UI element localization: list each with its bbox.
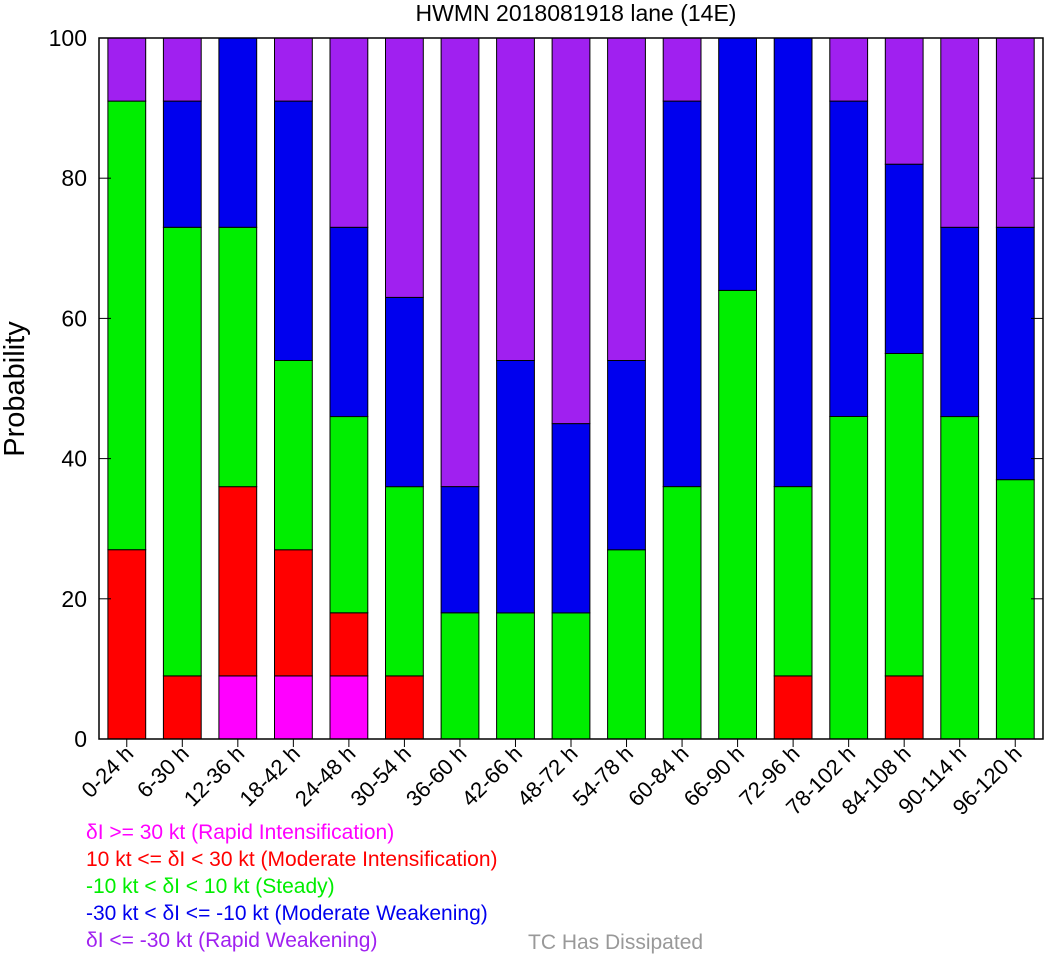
- legend-moderate-weakening: -30 kt < δI <= -10 kt (Moderate Weakenin…: [86, 902, 488, 925]
- bar-segment-3-1: [274, 549, 313, 677]
- bar-segment-14-3: [884, 163, 924, 354]
- bar-segment-4-2: [329, 416, 369, 614]
- bar-segment-13-4: [829, 37, 869, 102]
- bar-segment-14-4: [884, 37, 924, 165]
- chart-title: HWMN 2018081918 lane (14E): [416, 0, 737, 26]
- bar-segment-1-4: [162, 37, 202, 102]
- bar-segment-8-4: [551, 37, 591, 425]
- x-tick-label: 60-84 h: [623, 741, 693, 811]
- legend-steady: -10 kt < δI < 10 kt (Steady): [86, 875, 335, 898]
- bar-segment-4-4: [329, 37, 369, 228]
- x-tick-label: 36-60 h: [401, 741, 471, 811]
- bar-segment-7-2: [496, 612, 535, 740]
- y-axis-label: Probability: [0, 321, 31, 457]
- y-tick-label: 40: [61, 446, 87, 472]
- x-tick-label: 30-54 h: [345, 741, 415, 811]
- bar-segment-2-2: [218, 226, 258, 488]
- bar-segment-0-1: [107, 549, 147, 740]
- bar-segment-9-4: [607, 37, 646, 361]
- bar-segment-16-4: [995, 37, 1035, 228]
- bar-segment-3-4: [274, 37, 313, 102]
- bar-segment-12-2: [773, 486, 813, 677]
- bar-segment-12-1: [773, 675, 813, 740]
- bar-segment-10-4: [662, 37, 702, 102]
- bar-segment-6-3: [440, 486, 480, 614]
- legend-rapid-weakening: δI <= -30 kt (Rapid Weakening): [86, 929, 378, 952]
- bar-segment-5-3: [385, 296, 424, 488]
- bar-segment-3-0: [274, 675, 313, 740]
- bar-segment-7-3: [496, 360, 535, 614]
- bar-segment-16-3: [995, 226, 1035, 481]
- bar-segment-1-2: [162, 226, 202, 677]
- bar-segment-14-1: [884, 675, 924, 740]
- bar-segment-11-3: [718, 37, 758, 291]
- x-tick-label: 42-66 h: [457, 741, 527, 811]
- y-tick-label: 0: [74, 726, 87, 752]
- bar-segment-14-2: [884, 352, 924, 677]
- x-tick-label: 12-36 h: [179, 741, 249, 811]
- legend-tc-dissipated: TC Has Dissipated: [528, 931, 704, 954]
- bar-segment-6-4: [440, 37, 480, 488]
- bar-segment-9-2: [607, 549, 646, 740]
- y-tick-label: 100: [49, 25, 87, 51]
- y-tick-label: 60: [61, 305, 87, 331]
- bar-segment-15-2: [940, 416, 980, 740]
- bar-segment-5-2: [385, 486, 424, 677]
- x-tick-label: 18-42 h: [234, 741, 304, 811]
- bar-segment-4-3: [329, 226, 369, 418]
- bar-segment-2-3: [218, 37, 258, 228]
- x-tick-label: 24-48 h: [290, 741, 360, 811]
- legend-rapid-intensification: δI >= 30 kt (Rapid Intensification): [86, 821, 395, 844]
- bar-segment-8-2: [551, 612, 591, 740]
- bar-segment-1-1: [162, 675, 202, 740]
- bar-segment-0-2: [107, 100, 147, 551]
- bar-segment-1-3: [162, 100, 202, 228]
- bar-segment-13-2: [829, 416, 869, 740]
- bar-segment-6-2: [440, 612, 480, 740]
- bar-segment-13-3: [829, 100, 869, 417]
- bar-segment-10-3: [662, 100, 702, 488]
- chart: HWMN 2018081918 lane (14E) Probability 0…: [0, 0, 1044, 820]
- y-tick-label: 20: [61, 586, 87, 612]
- bar-segment-10-2: [662, 486, 702, 740]
- bar-segment-2-0: [218, 675, 258, 740]
- bars-group: [107, 37, 1035, 740]
- x-tick-label: 54-78 h: [568, 741, 638, 811]
- y-tick-label: 80: [61, 165, 87, 191]
- bar-segment-15-3: [940, 226, 980, 418]
- bar-segment-15-4: [940, 37, 980, 228]
- bar-segment-0-4: [107, 37, 147, 102]
- plot-frame: [98, 37, 1044, 740]
- bar-segment-9-3: [607, 360, 646, 551]
- bar-segment-3-2: [274, 360, 313, 551]
- x-tick-label: 48-72 h: [512, 741, 582, 811]
- bar-segment-2-1: [218, 486, 258, 677]
- bar-segment-16-2: [995, 479, 1035, 740]
- bar-segment-4-0: [329, 675, 369, 740]
- bar-segment-4-1: [329, 612, 369, 677]
- bar-segment-5-4: [385, 37, 424, 298]
- bar-segment-3-3: [274, 100, 313, 361]
- legend-moderate-intensification: 10 kt <= δI < 30 kt (Moderate Intensific…: [86, 848, 498, 871]
- bar-segment-5-1: [385, 675, 424, 740]
- bar-segment-7-4: [496, 37, 535, 361]
- x-tick-label: 66-90 h: [679, 741, 749, 811]
- bar-segment-8-3: [551, 423, 591, 614]
- bar-segment-11-2: [718, 289, 758, 740]
- bar-segment-12-3: [773, 37, 813, 488]
